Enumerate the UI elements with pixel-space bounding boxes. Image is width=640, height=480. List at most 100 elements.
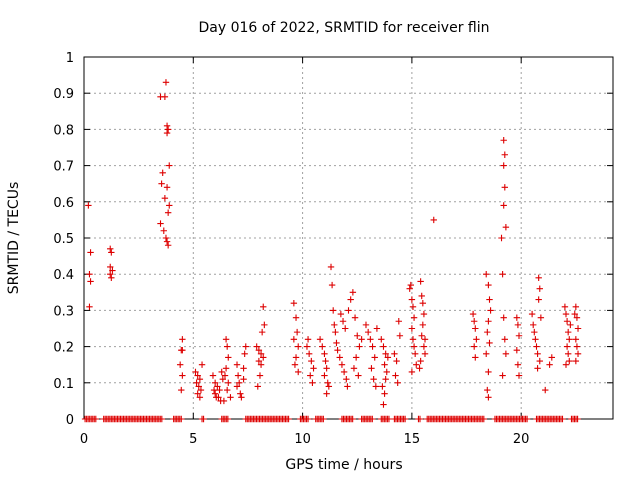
data-point: [396, 332, 404, 339]
data-point: [532, 336, 539, 343]
data-point: [574, 350, 582, 358]
data-point: [530, 321, 537, 329]
data-point: [380, 401, 387, 408]
data-point: [316, 336, 324, 343]
data-point: [163, 122, 171, 129]
zero-point: [559, 415, 566, 423]
data-point: [260, 303, 267, 310]
data-point: [107, 263, 114, 271]
data-point: [546, 361, 553, 368]
data-point: [176, 361, 184, 368]
data-point: [327, 263, 335, 271]
data-point: [343, 375, 350, 383]
data-point: [417, 357, 424, 365]
data-point: [563, 343, 571, 350]
data-point: [196, 375, 204, 383]
data-point: [381, 390, 388, 397]
data-point: [515, 372, 523, 379]
data-point: [211, 390, 219, 397]
data-point: [500, 202, 507, 209]
data-point: [408, 296, 416, 303]
data-point: [253, 343, 260, 350]
y-tick-label: 0.7: [53, 160, 74, 175]
data-point: [500, 137, 507, 144]
data-point: [418, 292, 425, 300]
zero-point: [416, 415, 424, 423]
data-point: [358, 336, 365, 343]
data-point: [392, 372, 399, 379]
data-point: [408, 325, 416, 332]
data-point: [484, 386, 491, 394]
data-point: [163, 129, 171, 137]
data-point: [535, 296, 542, 303]
data-point: [85, 202, 92, 209]
data-point: [536, 357, 543, 365]
data-point: [534, 350, 541, 358]
data-point: [362, 321, 370, 329]
zero-point: [401, 415, 409, 423]
data-point: [486, 339, 493, 347]
data-point: [211, 379, 219, 386]
data-point: [535, 274, 542, 282]
data-point: [333, 339, 340, 347]
data-point: [379, 383, 386, 390]
data-point: [319, 343, 326, 350]
data-point: [309, 379, 316, 386]
data-point: [574, 325, 582, 332]
data-point: [382, 350, 389, 358]
data-point: [421, 350, 429, 358]
y-tick-label: 0.1: [53, 377, 74, 392]
data-point: [216, 386, 223, 394]
data-point: [562, 361, 570, 368]
data-point: [107, 271, 114, 278]
data-point: [108, 274, 115, 282]
data-point: [499, 271, 506, 278]
data-point: [373, 325, 381, 332]
x-tick-label: 15: [404, 432, 421, 447]
data-point: [572, 357, 580, 365]
data-point: [573, 343, 581, 350]
chart-title: Day 016 of 2022, SRMTID for receiver fli…: [199, 20, 490, 36]
data-point: [421, 336, 429, 343]
data-point: [308, 357, 315, 365]
data-point: [473, 336, 480, 343]
data-point: [340, 368, 348, 376]
data-point: [485, 394, 492, 401]
data-point: [342, 325, 349, 332]
data-point: [164, 242, 172, 249]
data-point: [242, 343, 249, 350]
data-point: [501, 336, 508, 343]
data-point: [86, 303, 93, 310]
data-point: [325, 383, 333, 390]
data-point: [295, 343, 302, 350]
data-point: [347, 296, 354, 303]
data-point: [255, 357, 263, 365]
zero-point: [304, 415, 312, 423]
data-point: [305, 350, 313, 358]
data-point: [513, 347, 521, 354]
data-point: [196, 394, 204, 401]
data-point: [561, 303, 569, 310]
data-point: [87, 278, 94, 285]
data-point: [515, 332, 523, 339]
zero-point: [200, 415, 207, 423]
data-point: [240, 365, 247, 372]
data-point: [537, 314, 545, 321]
data-point: [303, 343, 311, 350]
zero-point: [523, 415, 531, 423]
data-point: [339, 318, 347, 325]
data-point: [406, 285, 413, 292]
data-point: [260, 354, 267, 361]
data-point: [178, 386, 185, 394]
data-point: [483, 271, 490, 278]
data-point: [485, 281, 492, 289]
data-point: [500, 314, 507, 321]
data-point: [420, 310, 428, 318]
data-point: [542, 386, 549, 394]
data-point: [238, 394, 245, 401]
data-point: [193, 379, 200, 386]
data-point: [337, 310, 345, 318]
data-point: [531, 328, 538, 336]
data-point: [419, 299, 427, 307]
data-point: [164, 126, 172, 133]
